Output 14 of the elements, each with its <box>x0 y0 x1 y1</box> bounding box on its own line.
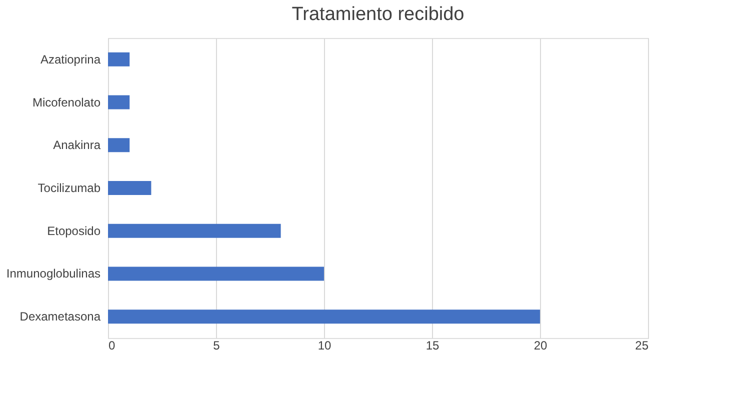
y-tick-label: Anakinra <box>53 138 101 152</box>
y-tick-label: Micofenolato <box>32 95 101 110</box>
y-tick-label: Inmunoglobulinas <box>6 266 100 281</box>
y-tick-label: Azatioprina <box>40 52 101 66</box>
y-tick-label: Etoposido <box>47 224 101 238</box>
x-tick-label: 10 <box>318 338 332 352</box>
x-tick-label: 20 <box>534 338 548 352</box>
chart-title: Tratamiento recibido <box>292 4 464 25</box>
x-tick-label: 25 <box>635 338 649 352</box>
x-tick-label: 0 <box>108 338 116 352</box>
x-tick-label: 15 <box>426 338 440 352</box>
y-tick-label: Tocilizumab <box>38 181 101 195</box>
x-tick-label: 5 <box>213 338 220 352</box>
y-tick-label: Dexametasona <box>20 310 101 324</box>
